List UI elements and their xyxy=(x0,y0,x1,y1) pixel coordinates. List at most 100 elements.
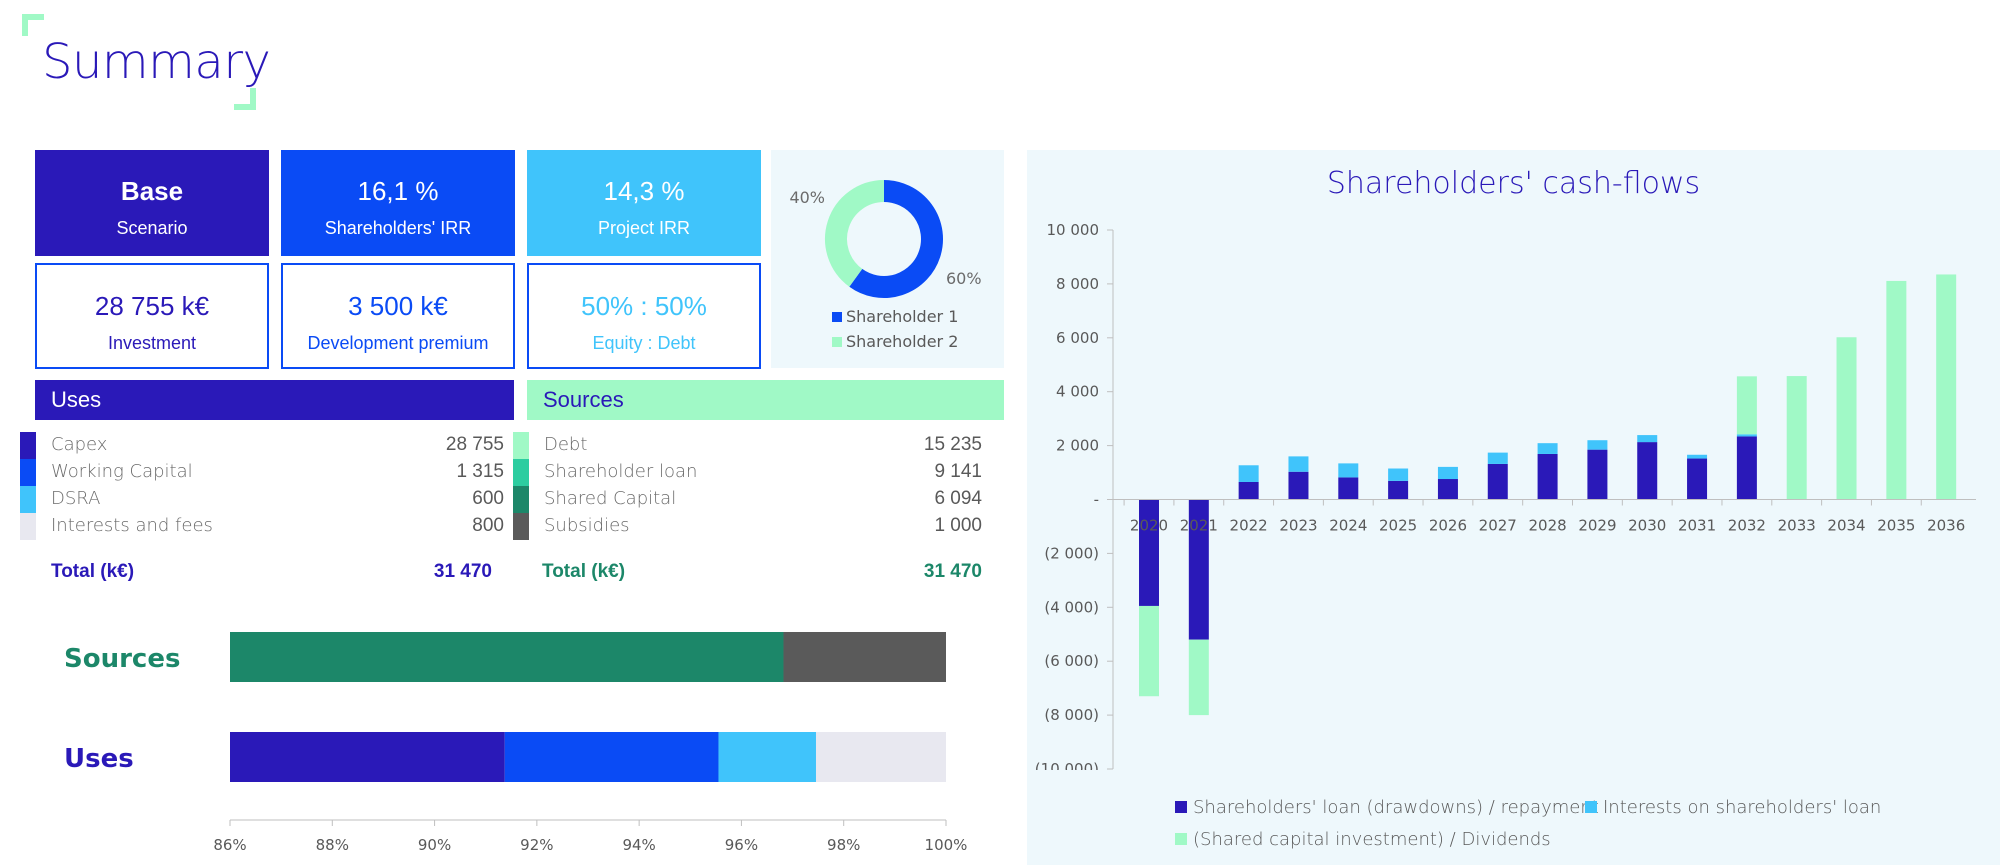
cf-bar-shareholders-loan-drawdowns-repayment-2032 xyxy=(1736,436,1757,500)
cf-bar-shareholders-loan-drawdowns-repayment-2028 xyxy=(1537,453,1558,500)
sources-row-value: 15 235 xyxy=(923,434,982,455)
cf-bar-interests-on-shareholders-loan-2022 xyxy=(1238,465,1259,482)
cf-y-tick-label: 6 000 xyxy=(1056,329,1099,347)
sources-row-shared-capital: Shared Capital 6 094 xyxy=(513,486,982,513)
cf-y-tick-label: - xyxy=(1094,491,1099,509)
page-title-block: Summary xyxy=(22,14,271,112)
uses-row-label: Capex xyxy=(51,434,108,455)
cf-bar-interests-on-shareholders-loan-2032 xyxy=(1736,434,1757,437)
cf-x-tick-label: 2021 xyxy=(1180,517,1218,535)
title-corner-top-left xyxy=(22,14,44,36)
sources-row-value: 1 000 xyxy=(934,515,982,536)
cf-x-tick-label: 2035 xyxy=(1877,517,1915,535)
cf-x-tick-label: 2033 xyxy=(1778,517,1816,535)
sources-row-label: Shareholder loan xyxy=(544,461,698,482)
cash-flow-bar-chart: 10 000 8 000 6 000 4 000 2 000 - (2 000) (4 000… xyxy=(1035,221,1976,770)
uses-total-label: Total (k€) xyxy=(51,561,135,582)
donut-value-label: 60% xyxy=(946,269,982,288)
donut-slice-shareholder-1 xyxy=(849,180,943,298)
cf-x-tick-label: 2025 xyxy=(1379,517,1417,535)
sources-row-swatch xyxy=(513,432,529,459)
cf-bar-interests-on-shareholders-loan-2028 xyxy=(1537,443,1558,454)
uses-row-value: 1 315 xyxy=(456,461,504,482)
cf-legend-key xyxy=(1175,801,1187,813)
hbar-x-tick-label: 88% xyxy=(316,836,349,854)
sources-row-value: 9 141 xyxy=(934,461,982,482)
hbar-x-tick-label: 92% xyxy=(520,836,553,854)
cf-bar-shared-capital-investment-dividends-2034 xyxy=(1836,337,1857,500)
cf-y-tick-label: 8 000 xyxy=(1056,275,1099,293)
hbar-category-label: Uses xyxy=(64,744,134,774)
cf-legend-item-shareholders-loan-drawdowns-repayment: Shareholders' loan (drawdowns) / repayme… xyxy=(1175,797,1599,818)
kpi-label: Shareholders' IRR xyxy=(324,218,472,238)
sources-row-label: Debt xyxy=(544,434,588,455)
cf-bar-interests-on-shareholders-loan-2024 xyxy=(1338,463,1359,478)
hbar-x-tick-label: 90% xyxy=(418,836,451,854)
cf-bar-interests-on-shareholders-loan-2029 xyxy=(1587,440,1608,450)
kpi-value: 28 755 k€ xyxy=(94,291,210,321)
cf-bar-interests-on-shareholders-loan-2030 xyxy=(1637,435,1658,443)
hbar-segment-interests-and-fees xyxy=(815,732,946,782)
cf-bar-shared-capital-investment-dividends-2032 xyxy=(1736,376,1757,435)
cf-bar-shareholders-loan-drawdowns-repayment-2021 xyxy=(1188,499,1209,640)
sources-row-swatch xyxy=(513,459,529,486)
cf-x-tick-label: 2031 xyxy=(1678,517,1716,535)
cf-x-tick-label: 2036 xyxy=(1927,517,1965,535)
sources-row-subsidies: Subsidies 1 000 xyxy=(513,513,982,540)
uses-row-swatch xyxy=(20,432,36,459)
hbar-segment-dsra xyxy=(718,732,816,782)
kpi-value: 50% : 50% xyxy=(581,291,707,321)
uses-row-working-capital: Working Capital 1 315 xyxy=(20,459,504,486)
cf-bar-interests-on-shareholders-loan-2026 xyxy=(1437,466,1458,480)
hbar-x-tick-label: 96% xyxy=(725,836,758,854)
sources-row-swatch xyxy=(513,486,529,513)
cf-bar-interests-on-shareholders-loan-2023 xyxy=(1288,456,1309,472)
shareholder-split-panel: 60% 40% Shareholder 1 Shareholder 2 xyxy=(771,150,1004,368)
cf-y-tick-label: 10 000 xyxy=(1047,221,1100,239)
cf-x-tick-label: 2032 xyxy=(1728,517,1766,535)
cf-bar-shared-capital-investment-dividends-2020 xyxy=(1139,605,1159,697)
uses-row-value: 600 xyxy=(472,488,504,509)
shareholder-split-donut-chart: 60% 40% Shareholder 1 Shareholder 2 xyxy=(789,180,982,351)
cf-x-tick-label: 2026 xyxy=(1429,517,1467,535)
uses-row-swatch xyxy=(20,459,36,486)
cf-bar-shareholders-loan-drawdowns-repayment-2026 xyxy=(1437,479,1458,500)
cf-y-tick-label: 2 000 xyxy=(1056,437,1099,455)
cf-x-tick-label: 2027 xyxy=(1479,517,1517,535)
cash-flow-panel: Shareholders' cash-flows 10 000 8 000 6 00… xyxy=(1027,150,2000,865)
kpi-value: 14,3 % xyxy=(603,176,685,206)
uses-row-label: Working Capital xyxy=(51,461,193,482)
sources-row-debt: Debt 15 235 xyxy=(513,432,982,459)
cf-bar-shared-capital-investment-dividends-2035 xyxy=(1886,280,1907,500)
cf-bar-shareholders-loan-drawdowns-repayment-2020 xyxy=(1139,499,1159,606)
uses-header: Uses xyxy=(35,380,514,420)
cf-x-tick-label: 2034 xyxy=(1827,517,1865,535)
uses-row-interests-and-fees: Interests and fees 800 xyxy=(20,513,504,540)
donut-legend-key xyxy=(832,312,842,322)
cash-flow-chart-title: Shareholders' cash-flows xyxy=(1326,166,1701,201)
title-corner-bottom-right xyxy=(234,88,256,110)
cf-x-tick-label: 2020 xyxy=(1130,517,1168,535)
hbar-segment-working-capital xyxy=(504,732,719,782)
cf-bar-shareholders-loan-drawdowns-repayment-2023 xyxy=(1288,471,1309,500)
cf-x-tick-label: 2029 xyxy=(1578,517,1616,535)
cf-x-tick-label: 2028 xyxy=(1528,517,1566,535)
kpi-value: Base xyxy=(120,176,184,206)
uses-header-label: Uses xyxy=(51,387,102,412)
uses-total-value: 31 470 xyxy=(433,561,492,582)
sources-row-swatch xyxy=(513,513,529,540)
donut-value-label: 40% xyxy=(789,188,825,207)
donut-legend-key xyxy=(832,337,842,347)
hbar-x-tick-label: 94% xyxy=(622,836,655,854)
hbar-x-tick-label: 98% xyxy=(827,836,860,854)
sources-row-label: Shared Capital xyxy=(544,488,677,509)
cf-bar-shareholders-loan-drawdowns-repayment-2024 xyxy=(1338,477,1359,500)
donut-legend-label: Shareholder 2 xyxy=(846,332,958,351)
page-title: Summary xyxy=(42,34,271,90)
kpi-label: Investment xyxy=(107,333,197,353)
cf-bar-shareholders-loan-drawdowns-repayment-2029 xyxy=(1587,449,1608,500)
sources-total-value: 31 470 xyxy=(923,561,982,582)
cf-bar-shared-capital-investment-dividends-2021 xyxy=(1188,639,1209,716)
cf-bar-shareholders-loan-drawdowns-repayment-2030 xyxy=(1637,442,1658,500)
hbar-segment-subsidies xyxy=(783,632,946,682)
